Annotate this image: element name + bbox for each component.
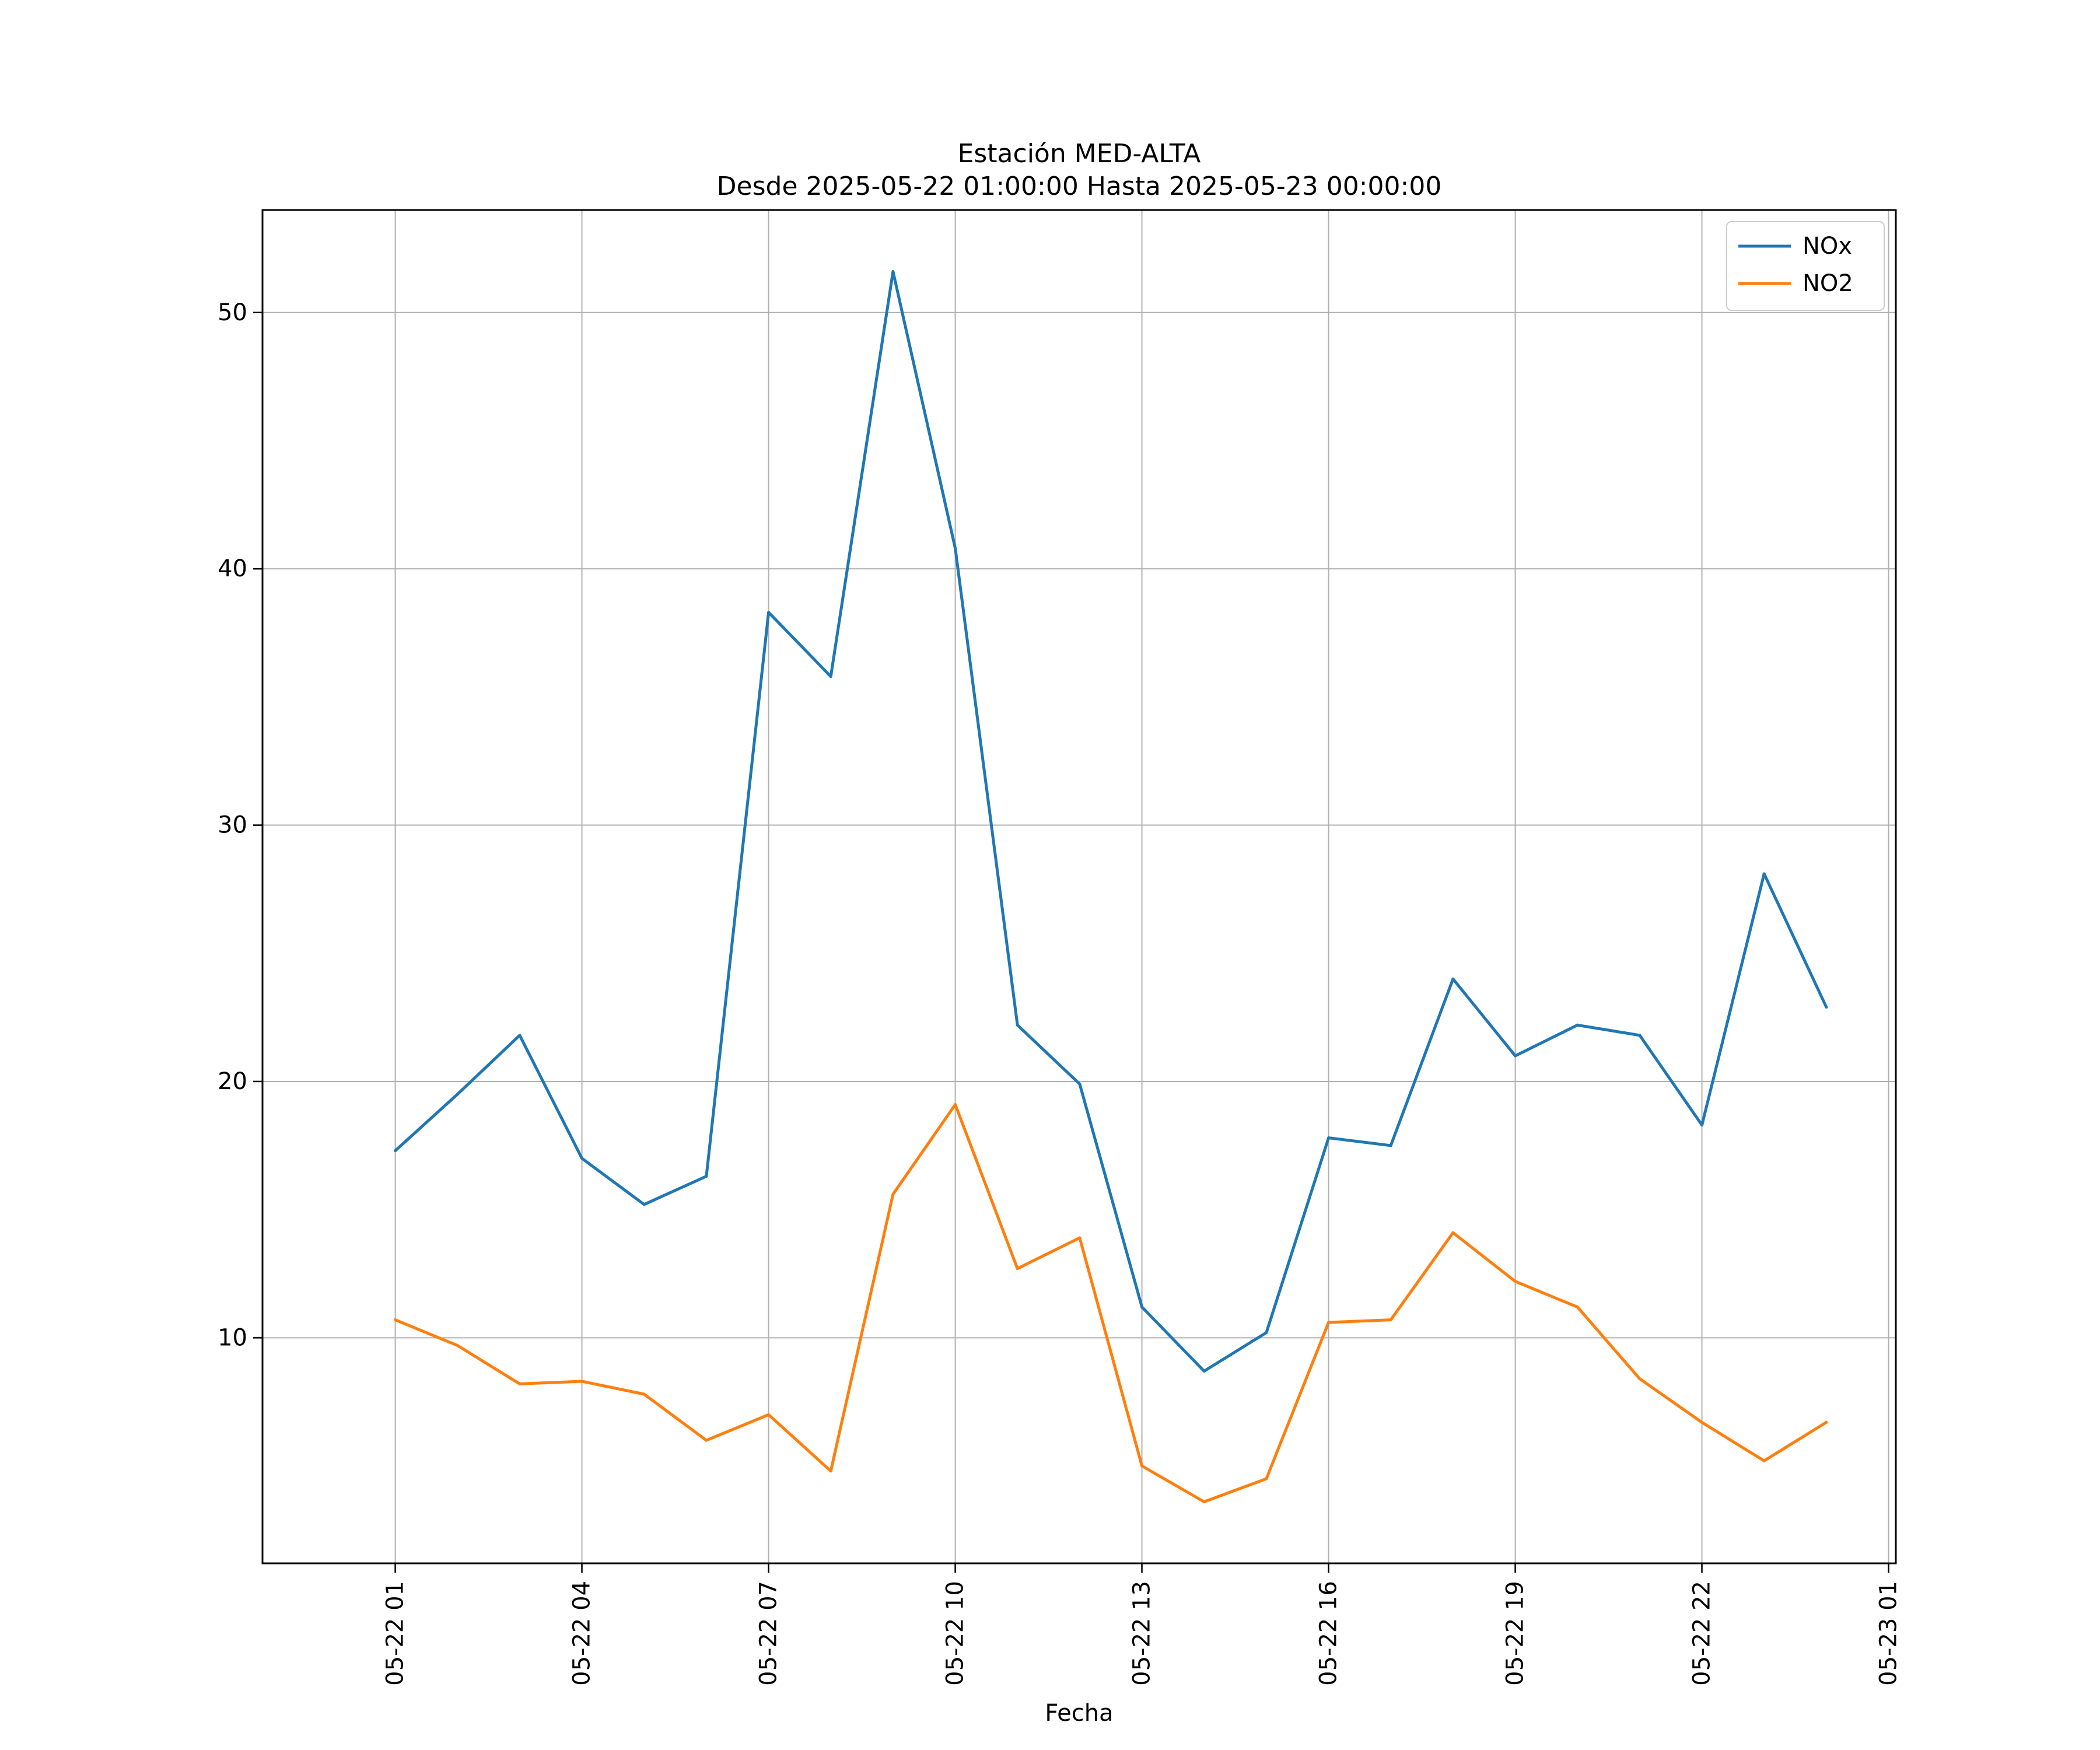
data-point-no2: [642, 1392, 646, 1396]
y-tick-label: 40: [218, 555, 247, 582]
x-axis-label: Fecha: [1045, 1700, 1113, 1727]
data-point-no2: [518, 1382, 522, 1385]
y-tick-label: 10: [218, 1324, 247, 1351]
x-tick-label: 05-23 01: [1875, 1581, 1902, 1686]
data-point-no2: [456, 1344, 459, 1347]
chart-title: Estación MED-ALTA: [958, 139, 1201, 169]
data-point-nox: [1265, 1331, 1268, 1334]
x-tick-label: 05-22 04: [569, 1581, 596, 1686]
data-point-nox: [891, 270, 895, 273]
data-point-nox: [1825, 1006, 1828, 1009]
axis-ticks: 05-22 01 05-22 04 05-22 07 05-22 10 05-22 13…: [218, 299, 1902, 1686]
y-tick-label: 50: [218, 299, 247, 326]
data-point-no2: [1451, 1231, 1455, 1234]
data-point-nox: [1202, 1370, 1206, 1373]
legend: NOx NO2: [1726, 221, 1885, 311]
data-point-no2: [767, 1413, 771, 1416]
series-line-no2: [394, 1103, 1828, 1503]
data-point-nox: [1140, 1306, 1144, 1309]
data-point-no2: [1078, 1236, 1082, 1240]
data-point-no2: [1700, 1420, 1704, 1424]
data-point-no2: [1327, 1321, 1331, 1324]
data-point-nox: [518, 1034, 522, 1037]
data-point-no2: [891, 1192, 895, 1196]
x-tick-label: 05-22 13: [1129, 1581, 1156, 1686]
y-tick-label: 30: [218, 812, 247, 839]
data-point-nox: [1451, 977, 1455, 981]
data-point-nox: [1514, 1054, 1517, 1058]
x-tick-label: 05-22 16: [1315, 1581, 1342, 1686]
data-point-nox: [1078, 1082, 1082, 1086]
data-point-nox: [705, 1175, 708, 1178]
data-point-no2: [1514, 1280, 1517, 1283]
data-point-no2: [394, 1318, 397, 1322]
x-tick-label: 05-22 01: [382, 1581, 409, 1686]
data-point-no2: [829, 1469, 832, 1473]
data-point-nox: [394, 1149, 397, 1153]
data-point-nox: [456, 1093, 459, 1096]
y-tick-label: 20: [218, 1068, 247, 1095]
x-tick-label: 05-22 07: [755, 1581, 782, 1686]
plot-frame: [261, 209, 1897, 1564]
data-point-nox: [829, 675, 832, 678]
data-point-no2: [1389, 1318, 1392, 1322]
data-point-nox: [1638, 1034, 1642, 1037]
data-point-no2: [1638, 1377, 1642, 1381]
data-point-nox: [580, 1157, 584, 1160]
data-point-no2: [1825, 1420, 1828, 1424]
data-point-no2: [580, 1380, 584, 1383]
series-line-nox: [394, 270, 1828, 1373]
x-tick-label: 05-22 22: [1689, 1581, 1716, 1686]
x-tick-label: 05-22 10: [942, 1581, 969, 1686]
data-point-nox: [1576, 1023, 1579, 1027]
data-point-no2: [954, 1103, 957, 1106]
legend-box: [1726, 221, 1885, 311]
data-point-nox: [1016, 1023, 1019, 1027]
data-point-no2: [705, 1438, 708, 1442]
chart-subtitle: Desde 2025-05-22 01:00:00 Hasta 2025-05-…: [717, 172, 1442, 201]
data-point-nox: [767, 611, 771, 614]
data-point-no2: [1265, 1477, 1268, 1480]
data-point-no2: [1140, 1464, 1144, 1468]
data-point-nox: [1327, 1136, 1331, 1140]
data-point-nox: [1762, 872, 1766, 876]
data-point-no2: [1576, 1306, 1579, 1309]
grid: [262, 210, 1896, 1563]
data-point-nox: [642, 1203, 646, 1206]
data-point-no2: [1016, 1267, 1019, 1270]
data-point-nox: [1389, 1144, 1392, 1147]
legend-label: NOx: [1803, 233, 1852, 260]
series-layer: [394, 270, 1828, 1503]
data-point-nox: [954, 547, 957, 550]
data-point-no2: [1202, 1500, 1206, 1503]
data-point-nox: [1700, 1124, 1704, 1127]
x-tick-label: 05-22 19: [1502, 1581, 1529, 1686]
data-point-no2: [1762, 1459, 1766, 1462]
legend-label: NO2: [1803, 270, 1853, 297]
